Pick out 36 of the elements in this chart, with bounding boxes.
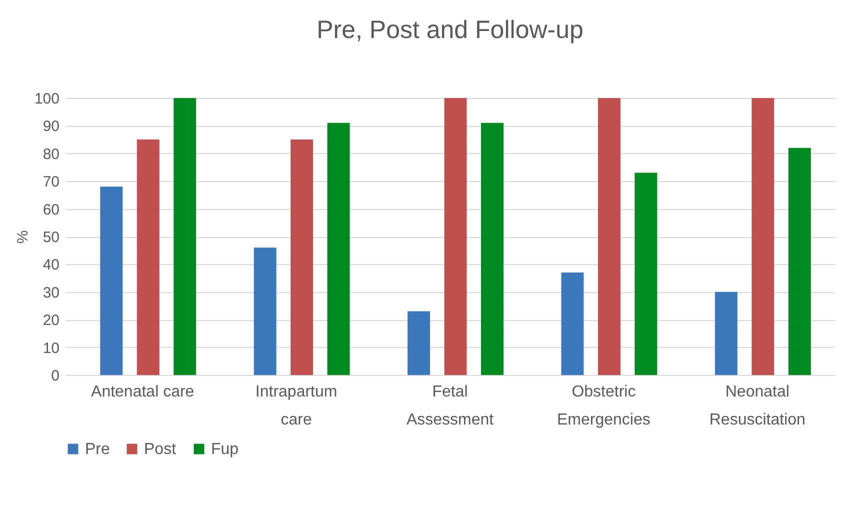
bar (481, 122, 504, 375)
y-tick-label: 30 (42, 284, 60, 302)
bar (714, 292, 738, 375)
bar (444, 98, 467, 375)
chart-title: Pre, Post and Follow-up (316, 16, 584, 44)
x-tick-label: Intrapartum care (255, 384, 338, 428)
y-axis-title: % (14, 230, 32, 244)
x-tick-label: Neonatal Resuscitation (709, 384, 806, 428)
bar (254, 248, 276, 375)
x-tick-label: Antenatal care (91, 384, 194, 400)
bar (100, 186, 123, 375)
y-tick-label: 80 (42, 146, 60, 163)
y-tick-label: 0 (51, 368, 60, 384)
y-tick-label: 40 (42, 256, 60, 274)
bar (408, 311, 430, 375)
y-tick-label: 90 (42, 118, 60, 136)
bar (174, 98, 196, 375)
legend-label: Post (144, 441, 177, 458)
y-tick-label: 100 (34, 90, 60, 108)
y-tick-label: 50 (42, 229, 60, 246)
bar (290, 140, 314, 375)
x-tick-label: Fetal Assessment (406, 384, 494, 428)
y-tick-label: 20 (42, 312, 60, 330)
legend-label: Pre (85, 441, 110, 458)
legend-label: Fup (211, 441, 239, 458)
bar (136, 140, 160, 375)
bar (788, 148, 811, 375)
bar (634, 172, 658, 375)
bar (561, 272, 584, 375)
y-tick-label: 70 (42, 174, 60, 191)
bar (598, 98, 620, 375)
bar (327, 122, 350, 375)
y-tick-label: 60 (42, 201, 60, 218)
y-tick-label: 10 (42, 340, 60, 357)
x-tick-label: Obstetric Emergencies (557, 384, 650, 428)
bar (752, 98, 774, 375)
